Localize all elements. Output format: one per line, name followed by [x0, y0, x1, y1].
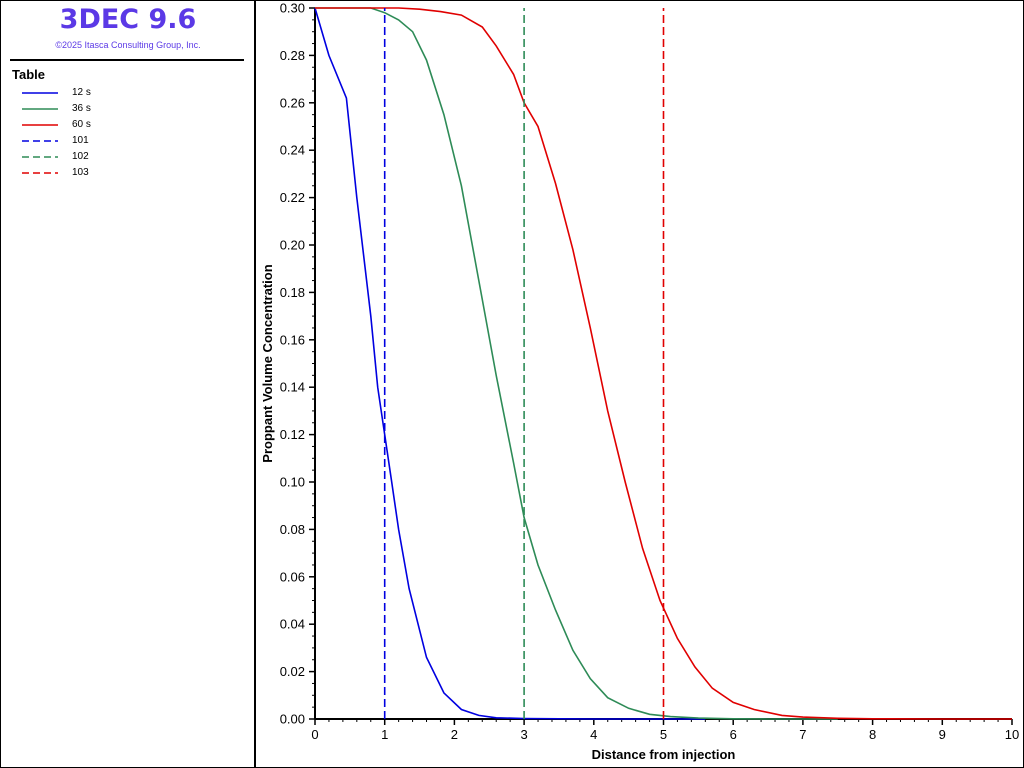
y-axis-title: Proppant Volume Concentration	[260, 264, 275, 462]
legend-pane: 3DEC 9.6 ©2025 Itasca Consulting Group, …	[0, 0, 256, 768]
legend-swatch	[22, 172, 58, 174]
x-tick-label: 1	[381, 727, 388, 742]
x-tick-label: 0	[311, 727, 318, 742]
y-tick-label: 0.18	[280, 285, 305, 300]
y-tick-label: 0.28	[280, 48, 305, 63]
app-title: 3DEC 9.6	[59, 4, 197, 35]
legend-label: 102	[72, 151, 89, 162]
y-tick-label: 0.16	[280, 332, 305, 347]
x-tick-label: 10	[1005, 727, 1019, 742]
copyright-notice: ©2025 Itasca Consulting Group, Inc.	[55, 40, 201, 50]
series-lines	[314, 7, 1012, 720]
legend-swatch	[22, 92, 58, 94]
legend-label: 103	[72, 167, 89, 178]
y-tick-label: 0.12	[280, 427, 305, 442]
series-line-60s	[315, 7, 1012, 720]
x-axis-title: Distance from injection	[592, 747, 736, 762]
legend-swatch	[22, 108, 58, 110]
series-line-12s	[314, 7, 706, 720]
legend-swatch	[22, 140, 58, 142]
y-tick-label: 0.30	[280, 1, 305, 16]
legend-heading: Table	[12, 67, 45, 82]
x-tick-label: 6	[730, 727, 737, 742]
x-tick-label: 5	[660, 727, 667, 742]
x-tick-label: 4	[590, 727, 597, 742]
y-tick-label: 0.04	[280, 617, 305, 632]
y-tick-label: 0.14	[280, 380, 305, 395]
y-tick-label: 0.00	[280, 712, 305, 727]
y-tick-label: 0.20	[280, 238, 305, 253]
legend-label: 60 s	[72, 119, 91, 130]
y-tick-label: 0.10	[280, 475, 305, 490]
legend-label: 101	[72, 135, 89, 146]
series-line-36s	[315, 7, 838, 720]
y-tick-label: 0.24	[280, 143, 305, 158]
legend-swatch	[22, 124, 58, 126]
axes: 0.00 0.02 0.04 0.06 0.08 0.10 0.12 0.14 0.16 0.18…	[280, 1, 1020, 743]
x-tick-label: 7	[799, 727, 806, 742]
y-tick-label: 0.26	[280, 95, 305, 110]
x-tick-label: 2	[451, 727, 458, 742]
title-divider	[10, 59, 244, 61]
legend-label: 36 s	[72, 103, 91, 114]
y-tick-label: 0.08	[280, 522, 305, 537]
y-tick-label: 0.22	[280, 190, 305, 205]
x-tick-label: 8	[869, 727, 876, 742]
legend-swatch	[22, 156, 58, 158]
y-tick-label: 0.02	[280, 664, 305, 679]
x-tick-label: 9	[939, 727, 946, 742]
x-tick-label: 3	[520, 727, 527, 742]
y-tick-label: 0.06	[280, 569, 305, 584]
legend-label: 12 s	[72, 87, 91, 98]
